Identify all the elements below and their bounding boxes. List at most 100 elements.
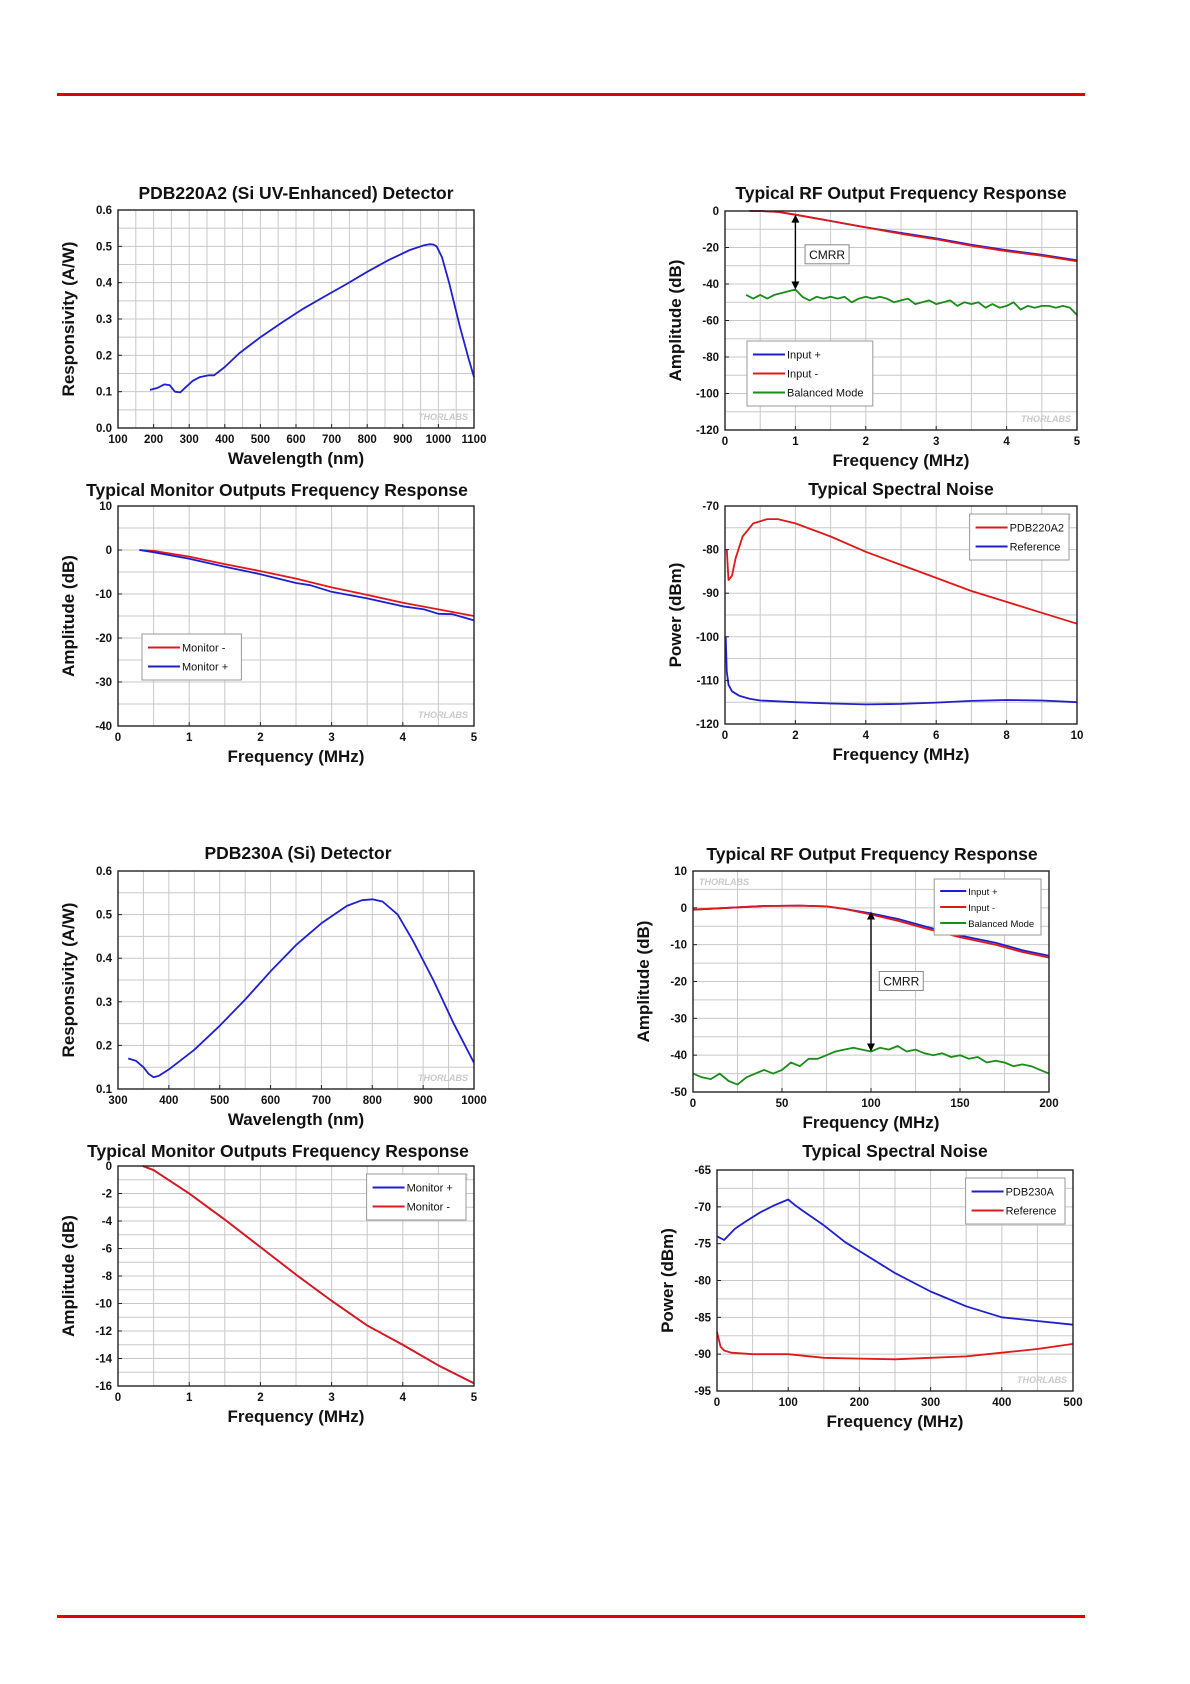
- x-tick-label: 400: [159, 1095, 178, 1107]
- x-tick-label: 0: [690, 1098, 696, 1110]
- x-tick-label: 300: [921, 1397, 940, 1409]
- x-axis-label: Frequency (MHz): [833, 745, 970, 764]
- y-tick-label: -10: [670, 940, 687, 952]
- x-tick-label: 900: [414, 1095, 433, 1107]
- x-tick-label: 500: [1063, 1397, 1082, 1409]
- x-tick-label: 1: [792, 436, 799, 448]
- chart-c3: THORLABS 0 1 2 3 4 5 10 0 -10 -20 -30 -40 Typical Mon…: [59, 480, 478, 766]
- x-tick-label: 600: [261, 1095, 280, 1107]
- x-tick-label: 600: [286, 434, 305, 446]
- y-tick-label: 0.4: [96, 278, 113, 290]
- x-tick-label: 3: [328, 732, 334, 744]
- y-tick-label: -4: [102, 1216, 113, 1228]
- series-line-pdb220a2: [149, 243, 475, 394]
- y-tick-label: 0.2: [96, 1040, 112, 1052]
- x-tick-label: 0: [115, 732, 121, 744]
- x-tick-label: 5: [1074, 436, 1081, 448]
- x-tick-label: 0: [722, 436, 728, 448]
- y-tick-label: 10: [674, 866, 687, 878]
- x-tick-label: 500: [251, 434, 270, 446]
- watermark-logo: THORLABS: [1017, 1375, 1067, 1385]
- x-tick-label: 900: [393, 434, 412, 446]
- series-line-input: [749, 210, 1078, 263]
- x-tick-label: 100: [108, 434, 127, 446]
- chart-title: Typical Spectral Noise: [808, 479, 994, 499]
- arrowhead-down-icon: [791, 281, 800, 290]
- y-tick-label: 0.1: [96, 1084, 113, 1096]
- top-red-rule: [57, 93, 1085, 96]
- x-tick-label: 4: [400, 732, 407, 744]
- legend: PDB230A Reference: [965, 1177, 1066, 1225]
- legend: Input + Input - Balanced Mode: [933, 878, 1042, 936]
- x-tick-label: 100: [861, 1098, 880, 1110]
- series-line-reference: [724, 636, 1078, 706]
- y-tick-label: 0.5: [96, 241, 113, 253]
- y-tick-label: -30: [95, 677, 112, 689]
- y-axis-label: Responsivity (A/W): [59, 242, 78, 397]
- legend-box: [965, 1177, 1066, 1225]
- y-tick-label: -100: [696, 389, 719, 401]
- legend-entry: Input +: [787, 350, 821, 362]
- y-tick-label: -70: [702, 501, 719, 513]
- watermark-logo: THORLABS: [1021, 414, 1071, 424]
- y-axis-label: Amplitude (dB): [666, 260, 685, 382]
- x-tick-label: 100: [779, 1397, 798, 1409]
- y-tick-label: -85: [694, 1312, 711, 1324]
- cmrr-label: CMRR: [809, 248, 845, 262]
- series-line-pdb230a: [716, 1198, 1074, 1326]
- y-tick-label: 0: [713, 206, 719, 218]
- legend: Monitor - Monitor +: [141, 633, 242, 681]
- y-axis-label: Power (dBm): [666, 563, 685, 668]
- y-tick-label: -40: [702, 279, 719, 291]
- legend-entry: Balanced Mode: [787, 388, 863, 400]
- legend-entry: PDB220A2: [1010, 523, 1064, 535]
- series-line-monitor: [142, 1165, 475, 1385]
- x-tick-label: 2: [863, 436, 869, 448]
- legend-entry: Reference: [1006, 1206, 1057, 1218]
- chart-title: Typical RF Output Frequency Response: [706, 844, 1038, 864]
- y-tick-label: 0.0: [96, 423, 112, 435]
- x-tick-label: 4: [863, 730, 870, 742]
- y-tick-label: -80: [702, 352, 719, 364]
- watermark-logo: THORLABS: [418, 412, 468, 422]
- x-axis-label: Frequency (MHz): [228, 747, 365, 766]
- y-tick-label: 0.6: [96, 866, 112, 878]
- x-tick-label: 2: [792, 730, 798, 742]
- x-tick-label: 400: [992, 1397, 1011, 1409]
- y-axis-label: Amplitude (dB): [634, 921, 653, 1043]
- legend-box: [969, 513, 1070, 561]
- y-tick-label: -20: [702, 243, 719, 255]
- plot-frame: [117, 505, 475, 727]
- y-tick-label: 0.4: [96, 953, 113, 965]
- y-tick-label: -90: [694, 1349, 711, 1361]
- x-tick-label: 3: [933, 436, 939, 448]
- chart-c1: THORLABS 100 200 300 400 500 600 700 800 900 1000 1…: [59, 183, 486, 468]
- legend-box: [366, 1173, 467, 1221]
- x-axis-label: Wavelength (nm): [228, 1110, 364, 1129]
- x-tick-label: 400: [215, 434, 234, 446]
- x-axis-label: Wavelength (nm): [228, 449, 364, 468]
- x-tick-label: 200: [1039, 1098, 1058, 1110]
- y-tick-label: -60: [702, 316, 719, 328]
- x-tick-label: 10: [1071, 730, 1084, 742]
- y-tick-label: -12: [95, 1326, 112, 1338]
- y-tick-label: -80: [694, 1276, 711, 1288]
- chart-c8: THORLABS 0 100 200 300 400 500 -65 -70 -75 -80 -85 -…: [658, 1141, 1083, 1431]
- arrowhead-up-icon: [867, 911, 875, 920]
- x-tick-label: 1: [186, 732, 193, 744]
- series-line-monitor: [139, 549, 475, 617]
- chart-c4: THORLABS0246810-70-80-90-100-110-120Typi…: [666, 479, 1083, 764]
- x-tick-label: 500: [210, 1095, 229, 1107]
- x-tick-label: 700: [322, 434, 341, 446]
- x-tick-label: 50: [776, 1098, 789, 1110]
- x-tick-label: 200: [144, 434, 163, 446]
- x-tick-label: 5: [471, 732, 478, 744]
- x-tick-label: 1000: [461, 1095, 487, 1107]
- y-tick-label: 0.3: [96, 314, 112, 326]
- legend-entry: Monitor +: [407, 1183, 453, 1195]
- y-tick-label: 0.6: [96, 205, 112, 217]
- x-tick-label: 300: [108, 1095, 127, 1107]
- x-tick-label: 3: [328, 1392, 334, 1404]
- y-tick-label: 0.1: [96, 387, 113, 399]
